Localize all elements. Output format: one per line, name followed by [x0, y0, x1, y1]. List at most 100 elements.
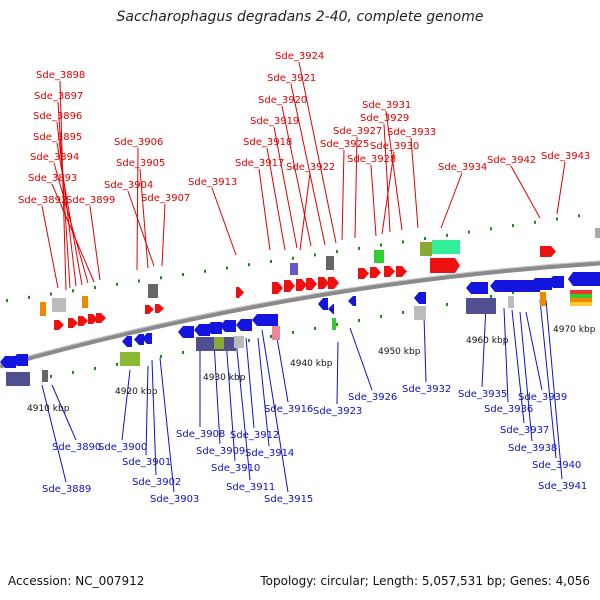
misc-feature[interactable]	[234, 336, 244, 348]
gene-arrow-reverse[interactable]	[466, 282, 488, 294]
misc-feature[interactable]	[290, 263, 298, 275]
gene-label-forward[interactable]: Sde_3898	[36, 70, 85, 81]
misc-feature[interactable]	[595, 228, 600, 238]
misc-feature[interactable]	[332, 318, 336, 330]
gene-arrow-forward[interactable]	[78, 316, 88, 326]
gene-label-reverse[interactable]: Sde_3912	[230, 430, 279, 441]
misc-feature[interactable]	[52, 298, 66, 312]
gene-label-forward[interactable]: Sde_3913	[188, 177, 237, 188]
gene-arrow-forward[interactable]	[384, 266, 395, 277]
gene-label-reverse[interactable]: Sde_3909	[196, 446, 245, 457]
gene-label-forward[interactable]: Sde_3917	[235, 158, 284, 169]
gene-label-forward[interactable]: Sde_3922	[286, 162, 335, 173]
gene-label-reverse[interactable]: Sde_3923	[313, 406, 362, 417]
gene-label-reverse[interactable]: Sde_3908	[176, 429, 225, 440]
gene-arrow-reverse[interactable]	[490, 280, 512, 292]
gene-label-reverse[interactable]: Sde_3914	[245, 448, 294, 459]
gene-label-reverse[interactable]: Sde_3901	[122, 457, 171, 468]
gene-arrow-reverse[interactable]	[530, 278, 552, 290]
misc-feature[interactable]	[82, 296, 88, 308]
misc-feature[interactable]	[40, 302, 46, 316]
misc-feature[interactable]	[374, 250, 384, 263]
gene-label-forward[interactable]: Sde_3906	[114, 137, 163, 148]
misc-feature[interactable]	[508, 296, 514, 308]
misc-feature[interactable]	[214, 337, 224, 349]
misc-feature[interactable]	[570, 302, 592, 306]
gene-label-forward[interactable]: Sde_3918	[243, 137, 292, 148]
misc-feature[interactable]	[570, 298, 592, 302]
gene-arrow-reverse[interactable]	[206, 322, 222, 334]
misc-feature[interactable]	[414, 306, 426, 320]
gene-arrow-forward[interactable]	[318, 277, 329, 289]
misc-feature[interactable]	[6, 372, 30, 386]
gene-arrow-forward[interactable]	[236, 287, 244, 298]
misc-feature[interactable]	[42, 370, 48, 382]
gene-label-forward[interactable]: Sde_3930	[370, 141, 419, 152]
gene-label-reverse[interactable]: Sde_3938	[508, 443, 557, 454]
gene-arrow-reverse[interactable]	[220, 320, 236, 332]
misc-feature[interactable]	[148, 284, 158, 298]
gene-arrow-reverse[interactable]	[194, 324, 210, 336]
gene-arrow-reverse[interactable]	[318, 298, 328, 310]
misc-feature[interactable]	[432, 240, 460, 254]
gene-label-forward[interactable]: Sde_3934	[438, 162, 487, 173]
gene-label-reverse[interactable]: Sde_3936	[484, 404, 533, 415]
gene-arrow-forward[interactable]	[430, 258, 460, 273]
gene-arrow-reverse[interactable]	[122, 336, 132, 347]
misc-feature[interactable]	[570, 290, 592, 294]
gene-arrow-reverse[interactable]	[568, 272, 600, 286]
misc-feature[interactable]	[420, 242, 432, 256]
gene-label-forward[interactable]: Sde_3927	[333, 126, 382, 137]
gene-label-forward[interactable]: Sde_3931	[362, 100, 411, 111]
gene-label-reverse[interactable]: Sde_3937	[500, 425, 549, 436]
gene-arrow-reverse[interactable]	[134, 334, 144, 345]
misc-feature[interactable]	[120, 352, 140, 366]
gene-label-forward[interactable]: Sde_3896	[33, 111, 82, 122]
gene-label-forward[interactable]: Sde_3942	[487, 155, 536, 166]
gene-label-reverse[interactable]: Sde_3940	[532, 460, 581, 471]
gene-arrow-forward[interactable]	[328, 277, 339, 289]
gene-arrow-forward[interactable]	[145, 305, 154, 314]
gene-arrow-forward[interactable]	[396, 266, 407, 277]
gene-arrow-forward[interactable]	[155, 304, 164, 313]
misc-feature[interactable]	[540, 292, 546, 306]
gene-label-reverse[interactable]: Sde_3903	[150, 494, 199, 505]
gene-arrow-reverse[interactable]	[178, 326, 194, 338]
gene-label-forward[interactable]: Sde_3920	[258, 95, 307, 106]
gene-label-reverse[interactable]: Sde_3889	[42, 484, 91, 495]
gene-arrow-reverse[interactable]	[252, 314, 278, 326]
gene-label-forward[interactable]: Sde_3919	[250, 116, 299, 127]
gene-arrow-forward[interactable]	[540, 246, 556, 257]
gene-label-forward[interactable]: Sde_3925	[320, 139, 369, 150]
gene-label-reverse[interactable]: Sde_3890	[52, 442, 101, 453]
gene-label-forward[interactable]: Sde_3892	[18, 195, 67, 206]
gene-arrow-forward[interactable]	[296, 279, 307, 291]
gene-label-forward[interactable]: Sde_3905	[116, 158, 165, 169]
gene-label-reverse[interactable]: Sde_3941	[538, 481, 587, 492]
gene-arrow-reverse[interactable]	[348, 296, 356, 306]
gene-arrow-forward[interactable]	[54, 320, 64, 330]
gene-label-reverse[interactable]: Sde_3911	[226, 482, 275, 493]
gene-label-forward[interactable]: Sde_3897	[34, 91, 83, 102]
gene-arrow-forward[interactable]	[284, 280, 295, 292]
gene-arrow-forward[interactable]	[306, 278, 317, 290]
gene-label-forward[interactable]: Sde_3894	[30, 152, 79, 163]
gene-label-forward[interactable]: Sde_3921	[267, 73, 316, 84]
gene-arrow-forward[interactable]	[370, 267, 381, 278]
gene-label-reverse[interactable]: Sde_3926	[348, 392, 397, 403]
gene-arrow-reverse[interactable]	[0, 356, 16, 368]
gene-arrow-reverse[interactable]	[12, 354, 28, 366]
gene-arrow-forward[interactable]	[96, 313, 106, 323]
gene-arrow-forward[interactable]	[272, 282, 283, 294]
gene-label-forward[interactable]: Sde_3933	[387, 127, 436, 138]
gene-label-reverse[interactable]: Sde_3935	[458, 389, 507, 400]
gene-arrow-forward[interactable]	[358, 268, 369, 279]
misc-feature[interactable]	[570, 294, 592, 298]
gene-label-reverse[interactable]: Sde_3900	[98, 442, 147, 453]
gene-label-reverse[interactable]: Sde_3939	[518, 392, 567, 403]
gene-arrow-forward[interactable]	[68, 318, 78, 328]
gene-label-forward[interactable]: Sde_3893	[28, 173, 77, 184]
gene-label-forward[interactable]: Sde_3895	[33, 132, 82, 143]
gene-label-forward[interactable]: Sde_3904	[104, 180, 153, 191]
gene-label-reverse[interactable]: Sde_3915	[264, 494, 313, 505]
